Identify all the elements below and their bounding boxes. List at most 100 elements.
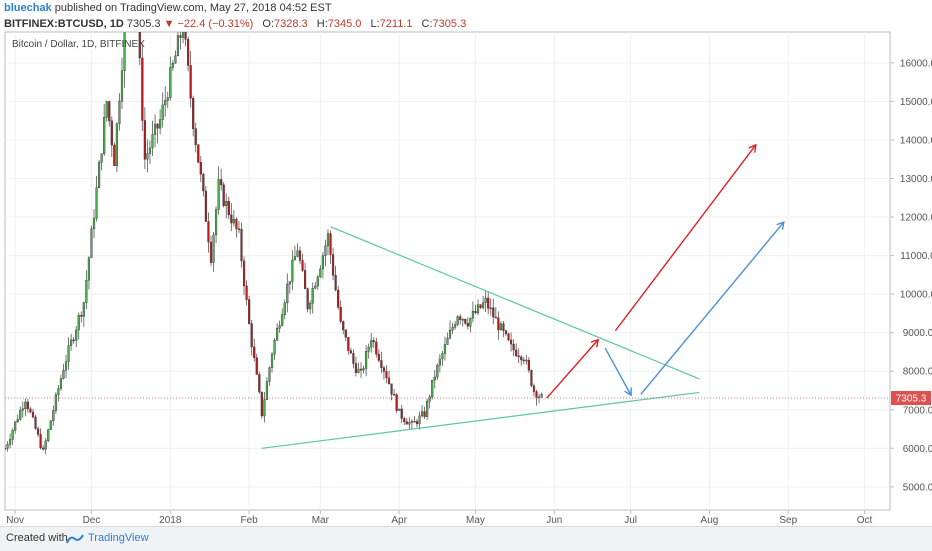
high-label: H: — [316, 18, 328, 30]
candle-body — [484, 297, 487, 303]
candle-body — [136, 0, 138, 22]
candle-body — [232, 218, 235, 224]
candle-body — [507, 333, 510, 341]
candle-body — [75, 329, 78, 341]
candle-body — [235, 218, 238, 229]
candle-body — [5, 448, 7, 450]
candle-body — [237, 228, 241, 230]
low-label: L: — [370, 18, 380, 30]
open-label: O: — [262, 18, 275, 30]
candle-body — [217, 179, 220, 210]
time-tick-label: Sep — [779, 515, 797, 526]
candle-body — [176, 35, 180, 57]
candle-body — [44, 440, 47, 450]
close-value: 7305.3 — [432, 18, 467, 30]
time-tick-label: 2018 — [159, 515, 182, 526]
time-axis[interactable]: Nov Dec 2018 Feb Mar Apr May Jun Jul Aug Sep Oct — [6, 510, 873, 526]
candle-body — [29, 408, 32, 413]
tradingview-link[interactable]: TradingView — [88, 532, 149, 544]
candle-body — [359, 368, 363, 371]
candle-body — [31, 411, 35, 418]
candle-body — [509, 339, 513, 345]
candle-body — [126, 0, 128, 22]
candle-body — [169, 67, 172, 99]
arrow-blue-1 — [604, 347, 630, 394]
candle-body — [209, 241, 213, 263]
footer-bar: Created with TradingView — [0, 526, 932, 551]
candle-body — [474, 311, 477, 314]
candle-body — [415, 421, 419, 425]
candle-body — [540, 394, 543, 398]
candle-body — [278, 325, 281, 329]
time-tick-label: Jul — [624, 515, 637, 526]
candle-body — [80, 315, 83, 317]
candle-body — [446, 337, 449, 345]
candle-body — [21, 408, 24, 411]
candle-body — [456, 316, 459, 325]
candle-body — [192, 98, 195, 129]
candle-body — [502, 323, 505, 331]
time-tick-label: Apr — [391, 515, 407, 526]
publish-text: published on TradingView.com, May 27, 20… — [54, 2, 332, 14]
price-chart[interactable]: 5000.0 6000.0 7000.0 8000.0 9000.0 10000.0 110… — [0, 0, 932, 526]
candle-body — [166, 97, 169, 101]
candle-body — [281, 314, 284, 326]
time-tick-label: Feb — [241, 515, 259, 526]
candle-body — [377, 353, 380, 361]
time-tick-label: Oct — [857, 515, 873, 526]
candle-body — [436, 365, 439, 378]
price-tick-label: 9000.0 — [903, 328, 932, 339]
candle-body — [344, 329, 347, 338]
last-price: 7305.3 — [126, 18, 161, 30]
candle-body — [339, 307, 342, 322]
candle-body — [385, 371, 388, 379]
candle-body — [464, 319, 467, 324]
candle-body — [532, 385, 536, 392]
candle-body — [372, 340, 375, 343]
price-axis[interactable]: 5000.0 6000.0 7000.0 8000.0 9000.0 10000.0 110… — [890, 58, 932, 493]
candle-body — [120, 70, 124, 102]
candle-body — [24, 401, 27, 410]
candle-body — [225, 201, 228, 206]
candle-body — [418, 415, 421, 425]
candle-body — [62, 370, 65, 379]
candle-body — [148, 147, 152, 154]
candle-body — [441, 353, 444, 360]
candle-body — [34, 416, 37, 429]
candle-body — [288, 281, 291, 285]
price-change: ▼ −22.4 (−0.31%) — [163, 18, 254, 30]
candle-body — [47, 429, 50, 441]
candle-body — [530, 370, 533, 386]
time-tick-label: Nov — [6, 515, 24, 526]
candle-body — [14, 421, 17, 431]
trendline-lower — [261, 391, 700, 449]
candle-body — [522, 359, 525, 362]
candle-body — [497, 317, 500, 331]
candle-body — [153, 123, 157, 135]
author-link[interactable]: bluechak — [4, 2, 52, 14]
candle-body — [222, 184, 225, 206]
candle-body — [174, 55, 177, 64]
price-tick-label: 5000.0 — [903, 482, 932, 493]
candle-body — [296, 250, 299, 257]
price-tick-label: 6000.0 — [903, 444, 932, 455]
candle-body — [326, 233, 330, 247]
candle-body — [159, 119, 162, 129]
candle-body — [494, 316, 497, 319]
candle-body — [64, 361, 68, 371]
candle-body — [400, 408, 403, 419]
candle-body — [110, 120, 113, 146]
plot-area[interactable] — [4, 31, 891, 511]
candle-body — [283, 302, 286, 315]
candle-body — [525, 359, 528, 362]
candle-body — [492, 307, 495, 318]
candle-body — [515, 349, 518, 357]
candle-body — [67, 345, 70, 362]
candle-body — [451, 327, 454, 331]
candle-body — [428, 396, 431, 402]
candle-body — [141, 57, 144, 121]
time-tick-label: May — [466, 515, 485, 526]
close-label: C: — [421, 18, 433, 30]
candle-body — [197, 144, 200, 163]
candle-body — [499, 323, 502, 331]
